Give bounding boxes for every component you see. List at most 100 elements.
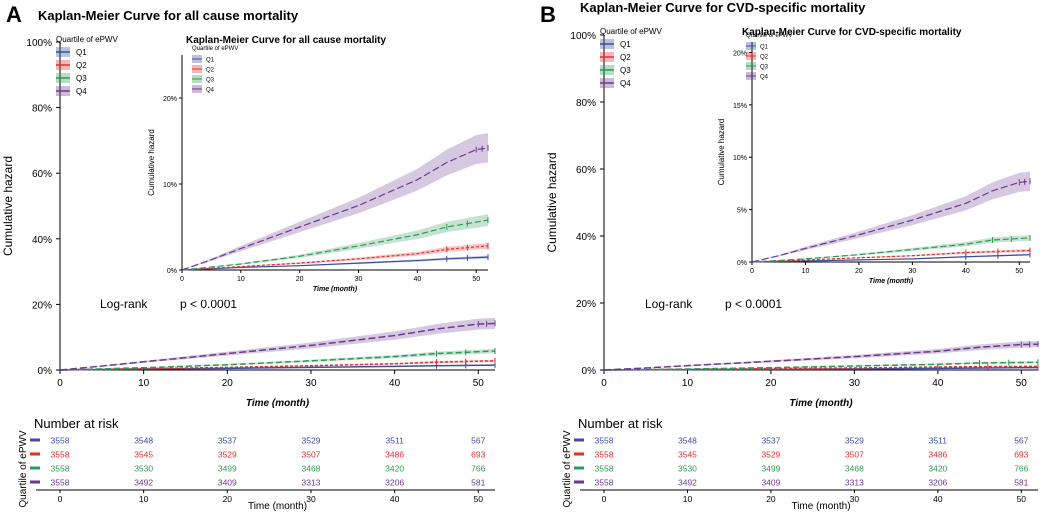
inset-y-axis-label: Cumulative hazard <box>717 119 726 186</box>
panel-label: A <box>6 2 22 27</box>
risk-cell: 3548 <box>678 436 697 446</box>
inset-x-tick-label: 50 <box>1015 268 1023 275</box>
risk-table-ylabel: Quartile of ePWV <box>562 430 573 508</box>
main-series-line-q4 <box>603 343 1039 371</box>
x-tick-label: 50 <box>473 378 485 389</box>
inset-legend-title: Quartile of ePWV <box>746 33 792 39</box>
risk-cell: 3537 <box>761 436 780 446</box>
main-series-line-q1 <box>603 366 1039 371</box>
x-tick-label: 40 <box>389 378 401 389</box>
inset-x-tick-label: 10 <box>802 268 810 275</box>
y-tick-label: 100% <box>570 31 596 42</box>
y-tick-label: 0% <box>38 366 53 377</box>
risk-cell: 581 <box>1014 478 1028 488</box>
risk-table-tick-label: 40 <box>390 494 400 504</box>
risk-cell: 3530 <box>134 464 153 474</box>
inset-y-tick-label: 5% <box>737 208 747 215</box>
risk-cell: 3206 <box>385 478 404 488</box>
risk-cell: 3409 <box>761 478 780 488</box>
inset-x-tick-label: 10 <box>237 276 245 283</box>
x-tick-label: 10 <box>138 378 150 389</box>
legend-label-q2: Q2 <box>620 53 631 62</box>
risk-cell: 3558 <box>595 478 614 488</box>
x-tick-label: 0 <box>57 378 63 389</box>
risk-cell: 3558 <box>51 450 70 460</box>
inset-x-tick-label: 30 <box>355 276 363 283</box>
risk-cell: 766 <box>1014 464 1028 474</box>
risk-cell: 3548 <box>134 436 153 446</box>
panel-label: B <box>540 2 556 27</box>
inset-x-tick-label: 50 <box>472 276 480 283</box>
risk-table-title: Number at risk <box>34 416 119 431</box>
risk-cell: 3409 <box>218 478 237 488</box>
risk-cell: 3420 <box>385 464 404 474</box>
inset-series-band-q2 <box>752 249 1030 262</box>
risk-table-tick-label: 50 <box>1017 494 1027 504</box>
x-tick-label: 20 <box>222 378 234 389</box>
risk-cell: 3468 <box>845 464 864 474</box>
main-series-line-q4 <box>59 322 496 371</box>
inset-legend-label-q3: Q3 <box>760 65 769 71</box>
risk-cell: 3499 <box>761 464 780 474</box>
risk-table-ylabel: Quartile of ePWV <box>18 430 29 508</box>
legend-label-q4: Q4 <box>620 79 631 88</box>
risk-cell: 3313 <box>845 478 864 488</box>
inset-y-tick-label: 0% <box>167 268 177 275</box>
y-tick-label: 100% <box>26 38 52 49</box>
legend-label-q3: Q3 <box>76 74 87 83</box>
risk-table-tick-label: 0 <box>602 494 607 504</box>
inset-series-line-q4 <box>751 180 1031 263</box>
inset-series-band-q4 <box>752 171 1030 262</box>
y-tick-label: 60% <box>576 165 596 176</box>
risk-cell: 581 <box>471 478 485 488</box>
risk-cell: 3492 <box>678 478 697 488</box>
risk-cell: 3529 <box>761 450 780 460</box>
inset-y-tick-label: 10% <box>163 182 177 189</box>
inset-x-tick-label: 0 <box>750 268 754 275</box>
risk-table-tick-label: 0 <box>58 494 63 504</box>
y-tick-label: 80% <box>32 104 52 115</box>
inset-series-line-q1 <box>751 254 1031 263</box>
risk-cell: 3507 <box>302 450 321 460</box>
risk-cell: 3558 <box>595 450 614 460</box>
inset-title: Kaplan-Meier Curve for all cause mortali… <box>186 35 387 46</box>
risk-cell: 3529 <box>218 450 237 460</box>
inset-x-tick-label: 0 <box>180 276 184 283</box>
risk-cell: 3507 <box>845 450 864 460</box>
main-series-line-q3 <box>59 350 496 371</box>
risk-table-xlabel: Time (month) <box>791 501 850 512</box>
risk-cell: 3468 <box>302 464 321 474</box>
risk-cell: 3313 <box>302 478 321 488</box>
inset-title: Kaplan-Meier Curve for CVD-specific mort… <box>742 27 962 38</box>
legend-label-q3: Q3 <box>620 66 631 75</box>
inset-legend-title: Quartile of ePWV <box>192 46 238 52</box>
log-rank-label: Log-rank <box>100 297 148 311</box>
log-rank-label: Log-rank <box>645 297 693 311</box>
inset-legend-label-q2: Q2 <box>760 55 769 61</box>
inset-series-band-q4 <box>182 133 488 270</box>
y-axis-label: Cumulative hazard <box>1 156 15 256</box>
inset-series-line-q3 <box>181 219 489 271</box>
inset-legend-label-q3: Q3 <box>206 78 215 84</box>
risk-cell: 3511 <box>929 436 948 446</box>
y-axis-label: Cumulative hazard <box>545 152 559 252</box>
risk-cell: 3545 <box>134 450 153 460</box>
x-axis-label: Time (month) <box>246 398 310 409</box>
risk-table-tick-label: 20 <box>766 494 776 504</box>
risk-cell: 3486 <box>385 450 404 460</box>
risk-cell: 3206 <box>928 478 947 488</box>
inset-y-tick-label: 0% <box>737 260 747 267</box>
risk-cell: 3558 <box>51 464 70 474</box>
x-tick-label: 20 <box>765 378 777 389</box>
risk-cell: 567 <box>1014 436 1028 446</box>
main-series-band-q4 <box>60 317 495 370</box>
risk-cell: 3558 <box>595 464 614 474</box>
risk-cell: 3558 <box>51 478 70 488</box>
y-tick-label: 40% <box>576 232 596 243</box>
risk-cell: 3558 <box>595 436 614 446</box>
risk-table-tick-label: 10 <box>683 494 693 504</box>
inset-x-axis-label: Time (month) <box>869 278 914 285</box>
p-value-label: p < 0.0001 <box>180 297 237 311</box>
inset-y-axis-label: Cumulative hazard <box>147 129 156 196</box>
x-tick-label: 30 <box>849 378 861 389</box>
